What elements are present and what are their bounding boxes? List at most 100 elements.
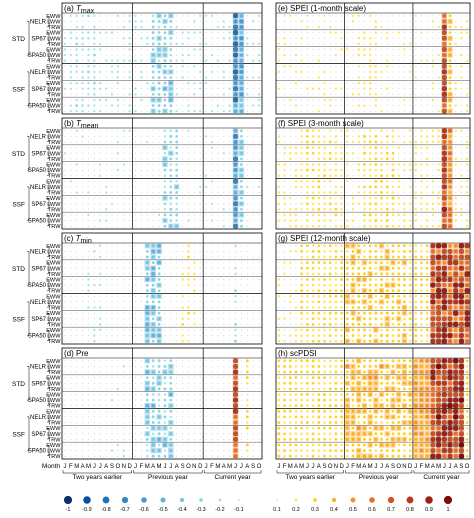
cell-dot [140, 444, 142, 446]
cell-dot [205, 105, 207, 107]
cell-marker [459, 305, 464, 310]
cell-dot [64, 93, 66, 95]
row-label-index: EWW [46, 359, 61, 365]
cell-marker [442, 223, 447, 229]
cell-marker [408, 168, 412, 172]
cell-dot [240, 360, 242, 362]
cell-dot [352, 43, 354, 45]
cell-dot [205, 267, 207, 269]
cell-dot [211, 262, 213, 264]
cell-dot [205, 394, 207, 395]
cell-marker [169, 398, 173, 402]
cell-dot [312, 99, 314, 101]
cell-dot [129, 158, 131, 160]
cell-marker [328, 365, 332, 368]
cell-marker [448, 272, 452, 276]
cell-dot [129, 388, 131, 390]
cell-dot [278, 130, 280, 132]
cell-marker [447, 128, 453, 133]
cell-marker [157, 59, 161, 62]
cell-marker [99, 328, 102, 332]
cell-marker [163, 162, 167, 167]
cell-dot [76, 267, 78, 269]
row-label-index: TRW [48, 404, 61, 410]
cell-dot [82, 455, 84, 457]
cell-marker [181, 76, 184, 79]
cell-marker [294, 334, 298, 337]
cell-dot [455, 37, 457, 39]
cell-dot [176, 323, 178, 325]
cell-dot [129, 26, 131, 28]
cell-marker [357, 53, 361, 57]
cell-marker [311, 168, 315, 172]
cell-marker [193, 261, 196, 264]
cell-marker [464, 321, 470, 328]
cell-marker [151, 98, 155, 102]
cell-dot [88, 20, 89, 22]
cell-dot [88, 318, 89, 320]
cell-dot [211, 186, 213, 188]
cell-dot [176, 438, 178, 440]
row-label-method: SP67 [31, 202, 46, 208]
row-label-index: EWW [46, 196, 61, 202]
cell-dot [289, 93, 291, 95]
cell-dot [129, 318, 131, 320]
cell-marker [408, 306, 412, 309]
cell-dot [93, 135, 95, 137]
cell-dot [140, 65, 142, 67]
cell-dot [235, 312, 236, 314]
method-bracket [47, 16, 50, 27]
cell-marker [351, 317, 355, 321]
cell-marker [374, 196, 378, 200]
cell-dot [295, 99, 297, 101]
cell-marker [289, 219, 292, 222]
cell-marker [351, 208, 355, 211]
cell-marker [311, 208, 315, 211]
cell-dot [278, 54, 280, 56]
cell-dot [426, 130, 428, 132]
cell-dot [363, 93, 365, 95]
cell-dot [324, 43, 325, 45]
cell-dot [82, 360, 84, 362]
cell-dot [455, 192, 457, 193]
cell-dot [223, 32, 225, 34]
cell-dot [324, 54, 325, 56]
cell-marker [317, 179, 321, 183]
cell-marker [328, 261, 332, 265]
cell-marker [465, 180, 469, 183]
cell-marker [340, 272, 343, 276]
cell-dot [284, 20, 286, 22]
cell-marker [414, 278, 418, 281]
cell-marker [334, 317, 338, 321]
cell-dot [223, 186, 225, 188]
cell-dot [117, 329, 119, 331]
cell-dot [111, 405, 113, 407]
cell-dot [240, 438, 242, 440]
cell-marker [363, 37, 366, 40]
cell-dot [135, 158, 136, 160]
cell-dot [421, 71, 422, 73]
cell-marker [436, 310, 441, 316]
cell-dot [176, 256, 178, 258]
cell-marker [402, 328, 406, 332]
cell-marker [245, 415, 249, 419]
cell-dot [146, 220, 148, 222]
cell-marker [391, 266, 395, 270]
cell-dot [76, 438, 78, 440]
cell-dot [240, 245, 242, 247]
cell-dot [99, 382, 101, 384]
cell-dot [170, 312, 172, 314]
cell-marker [145, 266, 149, 270]
cell-dot [403, 130, 405, 132]
cell-dot [164, 245, 166, 247]
cell-dot [176, 37, 178, 39]
cell-dot [193, 77, 195, 78]
cell-dot [466, 65, 468, 67]
cell-marker [311, 224, 315, 228]
cell-marker [93, 306, 96, 309]
cell-dot [252, 444, 254, 446]
cell-dot [164, 279, 166, 280]
cell-dot [246, 307, 248, 308]
cell-marker [442, 162, 447, 167]
cell-dot [111, 77, 113, 78]
